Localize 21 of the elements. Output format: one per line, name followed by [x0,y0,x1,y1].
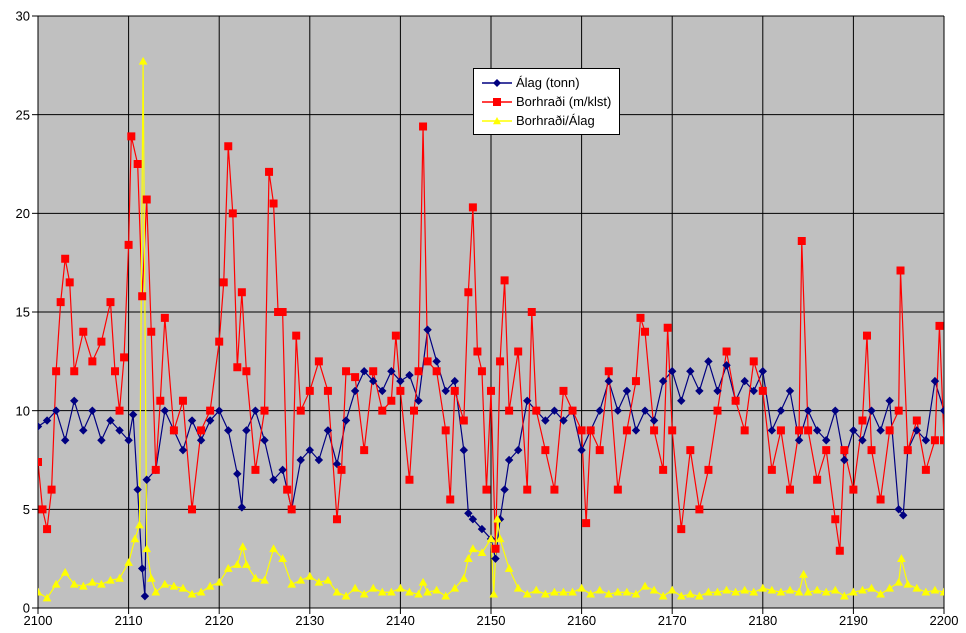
y-tick-label: 0 [22,600,30,616]
x-tick-label: 2120 [204,613,234,628]
x-tick-label: 2150 [476,613,506,628]
legend-label: Borhraði/Álag [516,113,595,128]
legend-label: Borhraði (m/klst) [516,94,612,109]
x-tick-label: 2170 [658,613,687,628]
x-tick-label: 2160 [567,613,596,628]
y-tick-label: 10 [16,403,30,418]
y-tick-label: 20 [16,206,30,221]
x-tick-label: 2190 [838,613,868,628]
y-tick-label: 30 [16,8,30,24]
x-tick-label: 2140 [386,613,415,628]
x-tick-label: 2200 [930,613,958,628]
x-tick-label: 2100 [24,613,52,628]
y-tick-label: 5 [22,502,30,517]
x-tick-label: 2180 [748,613,778,628]
x-tick-label: 2110 [114,613,143,628]
y-tick-label: 15 [16,304,30,320]
x-tick-label: 2130 [295,613,324,628]
legend-label: Álag (tonn) [516,75,580,90]
y-tick-label: 25 [16,107,30,122]
